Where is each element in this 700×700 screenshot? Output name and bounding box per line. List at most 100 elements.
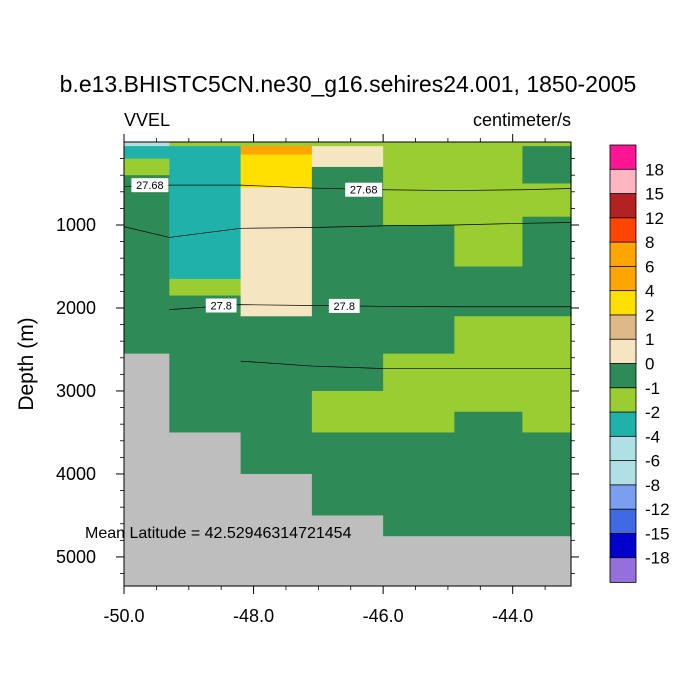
- colorbar-label: 1: [645, 330, 654, 349]
- land-mask-cell: [522, 536, 572, 587]
- colorbar-label: 0: [645, 355, 654, 374]
- heatmap-cell: [522, 432, 572, 537]
- contour-label: 27.68: [136, 180, 164, 192]
- heatmap-cell: [240, 187, 313, 317]
- heatmap-cell: [240, 154, 313, 189]
- colorbar-swatch: [609, 484, 637, 510]
- heatmap-cell: [240, 142, 313, 147]
- heatmap-cell: [169, 295, 242, 434]
- colorbar-swatch: [609, 314, 637, 341]
- heatmap-cell: [311, 142, 384, 147]
- y-axis-label: Depth (m): [15, 317, 38, 410]
- heatmap-cell: [311, 390, 384, 434]
- variable-label: VVEL: [124, 110, 170, 130]
- heatmap-cell: [383, 353, 455, 434]
- colorbar-label: 15: [645, 185, 664, 204]
- colorbar-label: 2: [645, 306, 654, 325]
- heatmap-cell: [124, 175, 170, 355]
- land-mask-cell: [454, 536, 524, 587]
- colorbar-label: 4: [645, 282, 654, 301]
- contour-label-background: [131, 178, 169, 193]
- contour-label: 27.8: [210, 300, 231, 312]
- heatmap-cell: [383, 142, 455, 226]
- heatmap-cell: [522, 146, 572, 185]
- y-tick-label: 1000: [56, 215, 96, 235]
- colorbar-swatch: [609, 144, 637, 171]
- colorbar-swatch: [609, 387, 637, 413]
- x-tick-label: -48.0: [233, 606, 274, 626]
- land-mask-cell: [124, 353, 170, 587]
- colorbar-label: -18: [645, 549, 670, 568]
- contour-line: [240, 360, 571, 369]
- land-mask-cell: [240, 473, 313, 587]
- heatmap-cell: [522, 216, 572, 317]
- colorbar-label: 12: [645, 209, 664, 228]
- colorbar-label: -2: [645, 403, 660, 422]
- heatmap-cell: [169, 278, 242, 297]
- heatmap-cell: [522, 142, 572, 147]
- y-tick-label: 4000: [56, 464, 96, 484]
- heatmap-cell: [124, 158, 170, 176]
- colorbar-swatch: [609, 460, 637, 486]
- heatmap-cell: [169, 146, 242, 280]
- colorbar-label: -8: [645, 476, 660, 495]
- colorbar-swatch: [609, 557, 637, 583]
- units-label: centimeter/s: [473, 110, 571, 130]
- mean-latitude-annotation: Mean Latitude = 42.52946314721454: [85, 525, 352, 542]
- heatmap-cell: [311, 432, 384, 517]
- axes: -50.0 -48.0 -46.0 -44.0 1000 2000 3000 4000 5000: [56, 134, 579, 626]
- contour-label-background: [328, 298, 360, 313]
- x-tick-label: -46.0: [363, 606, 404, 626]
- contour-label-background: [205, 298, 237, 313]
- contour-label: 27.8: [334, 301, 355, 313]
- heatmap-cell: [240, 146, 313, 156]
- land-mask-cell: [383, 536, 455, 587]
- heatmap-cell: [454, 411, 524, 537]
- colorbar-swatch: [609, 508, 637, 535]
- heatmap-cell: [522, 316, 572, 434]
- contour-label: 27.68: [350, 185, 378, 197]
- heatmap-cell: [454, 142, 524, 268]
- colorbar-swatch: [609, 533, 637, 559]
- colorbar-swatch: [609, 217, 637, 243]
- y-tick-label: 5000: [56, 547, 96, 567]
- x-tick-label: -44.0: [492, 606, 533, 626]
- y-tick-label: 3000: [56, 381, 96, 401]
- colorbar-swatch: [609, 363, 637, 389]
- contour-lines: 27.68 27.68 27.8 27.8: [123, 178, 572, 369]
- colorbar-label: 18: [645, 160, 664, 179]
- heatmap-cell: [454, 266, 524, 317]
- colorbar-swatch: [609, 338, 637, 365]
- colorbar-swatch: [609, 290, 637, 316]
- heatmap-cell: [454, 316, 524, 413]
- chart-title: b.e13.BHISTC5CN.ne30_g16.sehires24.001, …: [60, 71, 637, 97]
- colorbar-label: -4: [645, 427, 660, 446]
- colorbar-label: -15: [645, 524, 670, 543]
- colorbar-swatch: [609, 241, 637, 268]
- contour-label-background: [345, 182, 383, 197]
- heatmap-cell: [240, 316, 313, 475]
- colorbar-label: 6: [645, 257, 654, 276]
- heatmap-cell: [311, 166, 384, 392]
- colorbar-label: -1: [645, 379, 660, 398]
- x-tick-label: -50.0: [103, 606, 144, 626]
- contour-line: [169, 304, 571, 310]
- heatmap-cell: [169, 142, 242, 147]
- contour-line: [123, 222, 572, 238]
- heatmap-cell: [383, 224, 455, 355]
- colorbar-label: -6: [645, 452, 660, 471]
- heatmap-cells: [124, 142, 572, 587]
- colorbar-label: 8: [645, 233, 654, 252]
- colorbar-label: -12: [645, 500, 670, 519]
- colorbar-swatch: [609, 168, 637, 195]
- colorbar-swatch: [609, 193, 637, 219]
- colorbar-legend: 18 15 12 8 6 4 2 1 0 -1 -2 -4 -6 -8 -12 -15 -18: [609, 144, 670, 583]
- heatmap-cell: [383, 432, 455, 537]
- heatmap-cell: [124, 146, 170, 160]
- colorbar-swatch: [609, 435, 637, 462]
- y-tick-label: 2000: [56, 298, 96, 318]
- plot-frame: [123, 141, 572, 587]
- colorbar-swatch: [609, 265, 637, 292]
- land-mask-cell: [311, 515, 384, 587]
